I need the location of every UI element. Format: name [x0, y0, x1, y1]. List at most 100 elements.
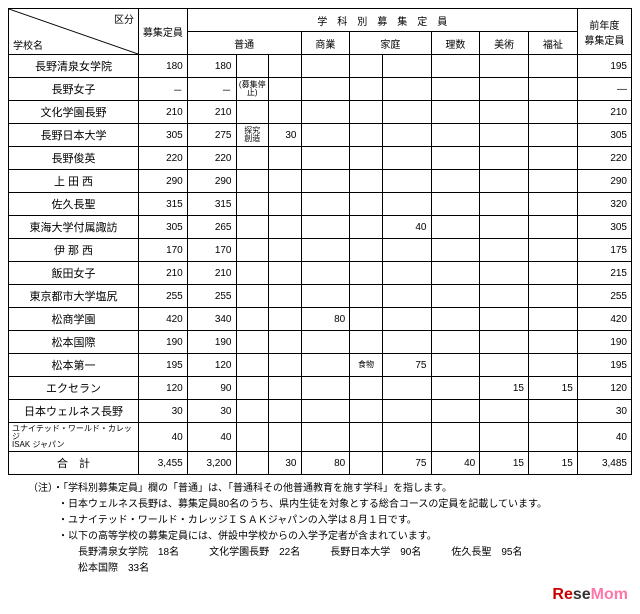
- table-row: 松本国際190190190: [9, 331, 632, 354]
- dept-cell: [431, 101, 480, 124]
- dept-cell: [236, 101, 269, 124]
- dept-cell: [269, 285, 302, 308]
- school-name: ユナイテッド・ワールド・カレッジISAK ジャパン: [9, 423, 139, 452]
- school-name: 合 計: [9, 452, 139, 475]
- table-row: 東海大学付属諏訪30526540305: [9, 216, 632, 239]
- quota-cell: 305: [139, 216, 188, 239]
- dept-cell: [480, 423, 529, 452]
- school-name: 東京都市大学塩尻: [9, 285, 139, 308]
- dept-cell: [301, 423, 350, 452]
- school-name: 伊 那 西: [9, 239, 139, 262]
- resemom-logo: ReseMom: [552, 586, 628, 604]
- note-line: 長野清泉女学院 18名 文化学園長野 22名 長野日本大学 90名 佐久長聖 9…: [28, 545, 632, 561]
- prev-cell: 420: [577, 308, 631, 331]
- dept-cell: 食物: [350, 354, 383, 377]
- quota-cell: 190: [139, 331, 188, 354]
- school-name: 上 田 西: [9, 170, 139, 193]
- table-row: 佐久長聖315315320: [9, 193, 632, 216]
- dept-cell: [382, 239, 431, 262]
- school-name: 松本第一: [9, 354, 139, 377]
- dept-cell: 30: [269, 452, 302, 475]
- quota-cell: 120: [139, 377, 188, 400]
- dept-cell: 265: [187, 216, 236, 239]
- notes-block: （注）・「学科別募集定員」欄の「普通」は、「普通科その他普通教育を施す学科」を指…: [8, 481, 632, 577]
- dept-cell: [431, 354, 480, 377]
- dept-cell: [529, 308, 578, 331]
- header-dept: 福祉: [529, 32, 578, 55]
- school-name: 東海大学付属諏訪: [9, 216, 139, 239]
- dept-cell: [431, 55, 480, 78]
- prev-cell: 40: [577, 423, 631, 452]
- quota-cell: 255: [139, 285, 188, 308]
- dept-cell: [236, 354, 269, 377]
- dept-cell: [301, 216, 350, 239]
- school-name: 佐久長聖: [9, 193, 139, 216]
- quota-cell: 420: [139, 308, 188, 331]
- dept-cell: 15: [529, 377, 578, 400]
- dept-cell: [431, 78, 480, 101]
- quota-cell: 210: [139, 262, 188, 285]
- dept-cell: [350, 452, 383, 475]
- header-dept: 商業: [301, 32, 350, 55]
- dept-cell: [382, 78, 431, 101]
- dept-cell: [269, 377, 302, 400]
- dept-cell: [269, 101, 302, 124]
- dept-cell: [480, 147, 529, 170]
- dept-cell: [480, 285, 529, 308]
- table-row: 松商学園42034080420: [9, 308, 632, 331]
- quota-cell: －: [139, 78, 188, 101]
- dept-cell: [480, 78, 529, 101]
- header-dept: 家庭: [350, 32, 431, 55]
- dept-cell: [431, 262, 480, 285]
- dept-cell: [236, 216, 269, 239]
- dept-cell: 340: [187, 308, 236, 331]
- table-row: エクセラン120901515120: [9, 377, 632, 400]
- note-line: ・ユナイテッド・ワールド・カレッジＩＳＡＫジャパンの入学は８月１日です。: [28, 513, 632, 529]
- note-line: 松本国際 33名: [28, 561, 632, 577]
- dept-cell: [431, 193, 480, 216]
- prev-cell: 30: [577, 400, 631, 423]
- quota-cell: 170: [139, 239, 188, 262]
- dept-cell: [431, 147, 480, 170]
- header-dept: 美術: [480, 32, 529, 55]
- school-name: 飯田女子: [9, 262, 139, 285]
- dept-cell: 探究創造: [236, 124, 269, 147]
- school-name: 長野清泉女学院: [9, 55, 139, 78]
- dept-cell: [236, 285, 269, 308]
- dept-cell: [236, 331, 269, 354]
- dept-cell: [236, 377, 269, 400]
- dept-cell: [382, 170, 431, 193]
- dept-cell: [269, 78, 302, 101]
- dept-cell: [301, 55, 350, 78]
- dept-cell: [431, 308, 480, 331]
- quota-cell: 3,455: [139, 452, 188, 475]
- dept-cell: [301, 285, 350, 308]
- school-name: 長野女子: [9, 78, 139, 101]
- dept-cell: [529, 101, 578, 124]
- dept-cell: [236, 170, 269, 193]
- note-line: （注）・「学科別募集定員」欄の「普通」は、「普通科その他普通教育を施す学科」を指…: [28, 481, 632, 497]
- dept-cell: [529, 285, 578, 308]
- table-row: 長野日本大学305275探究創造30305: [9, 124, 632, 147]
- dept-cell: [301, 377, 350, 400]
- prev-cell: 195: [577, 55, 631, 78]
- dept-cell: [350, 124, 383, 147]
- dept-cell: [350, 78, 383, 101]
- table-row: 合 計3,4553,2003080754015153,485: [9, 452, 632, 475]
- dept-cell: [480, 354, 529, 377]
- dept-cell: [382, 147, 431, 170]
- dept-cell: [269, 239, 302, 262]
- prev-cell: 3,485: [577, 452, 631, 475]
- dept-cell: [529, 124, 578, 147]
- dept-cell: [236, 423, 269, 452]
- header-dept: 理数: [431, 32, 480, 55]
- dept-cell: [480, 400, 529, 423]
- dept-cell: [350, 101, 383, 124]
- dept-cell: [529, 331, 578, 354]
- prev-cell: 290: [577, 170, 631, 193]
- header-prev: 前年度 募集定員: [577, 9, 631, 55]
- dept-cell: [301, 354, 350, 377]
- quota-cell: 290: [139, 170, 188, 193]
- prev-cell: 305: [577, 216, 631, 239]
- dept-cell: 180: [187, 55, 236, 78]
